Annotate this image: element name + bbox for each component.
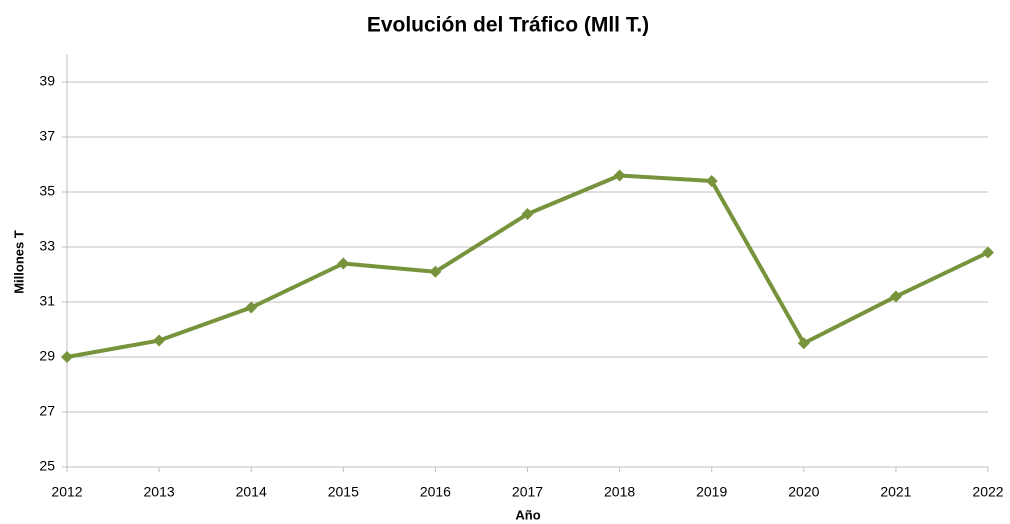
- data-point: [245, 301, 258, 314]
- y-tick-label: 35: [39, 183, 55, 199]
- data-point: [982, 246, 994, 259]
- x-tick-label: 2020: [788, 484, 819, 500]
- y-tick-label: 31: [39, 293, 55, 309]
- data-point: [153, 334, 166, 347]
- x-tick-label: 2018: [604, 484, 635, 500]
- x-tick-label: 2012: [51, 484, 82, 500]
- x-tick-label: 2014: [236, 484, 267, 500]
- data-point: [337, 257, 350, 270]
- y-tick-label: 39: [39, 73, 55, 89]
- data-point: [429, 265, 442, 278]
- data-point: [705, 175, 718, 187]
- y-tick-label: 27: [39, 403, 55, 419]
- data-point: [889, 290, 902, 303]
- x-tick-label: 2022: [972, 484, 1003, 500]
- y-tick-label: 33: [39, 238, 55, 254]
- data-point: [521, 208, 534, 220]
- series-line: [66, 173, 989, 359]
- x-tick-label: 2015: [328, 484, 359, 500]
- data-point: [61, 351, 73, 363]
- y-tick-label: 25: [39, 458, 55, 474]
- x-tick-label: 2021: [880, 484, 911, 500]
- x-tick-label: 2017: [512, 484, 543, 500]
- x-tick-label: 2013: [144, 484, 175, 500]
- data-point: [613, 169, 626, 182]
- chart-title: Evolución del Tráfico (Mll T.): [367, 14, 649, 37]
- y-tick-label: 29: [39, 348, 55, 364]
- data-point: [797, 337, 810, 350]
- x-axis-title: Año: [515, 507, 540, 522]
- y-axis-title: Millones T: [11, 230, 26, 294]
- x-tick-label: 2019: [696, 484, 727, 500]
- x-tick-label: 2016: [420, 484, 451, 500]
- y-tick-label: 37: [39, 128, 55, 144]
